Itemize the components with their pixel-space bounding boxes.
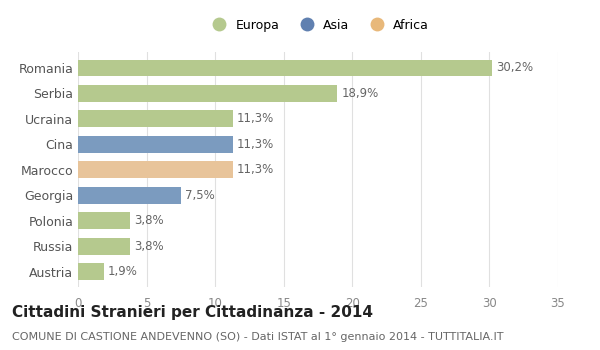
Text: 11,3%: 11,3% (237, 163, 274, 176)
Text: 11,3%: 11,3% (237, 112, 274, 125)
Text: 11,3%: 11,3% (237, 138, 274, 151)
Bar (78, 161, 233, 178)
Text: 18,9%: 18,9% (341, 87, 379, 100)
Text: 1,9%: 1,9% (108, 265, 138, 278)
Text: 7,5%: 7,5% (185, 189, 215, 202)
Legend: Europa, Asia, Africa: Europa, Asia, Africa (202, 14, 434, 37)
Text: COMUNE DI CASTIONE ANDEVENNO (SO) - Dati ISTAT al 1° gennaio 2014 - TUTTITALIA.I: COMUNE DI CASTIONE ANDEVENNO (SO) - Dati… (12, 332, 503, 343)
Bar (78, 60, 492, 76)
Bar (78, 238, 130, 254)
Bar (78, 85, 337, 102)
Bar (78, 212, 130, 229)
Text: 30,2%: 30,2% (496, 61, 533, 74)
Text: 3,8%: 3,8% (134, 214, 164, 227)
Bar (78, 187, 181, 203)
Bar (78, 264, 104, 280)
Text: 3,8%: 3,8% (134, 240, 164, 253)
Bar (78, 136, 233, 153)
Text: Cittadini Stranieri per Cittadinanza - 2014: Cittadini Stranieri per Cittadinanza - 2… (12, 304, 373, 320)
Bar (78, 111, 233, 127)
